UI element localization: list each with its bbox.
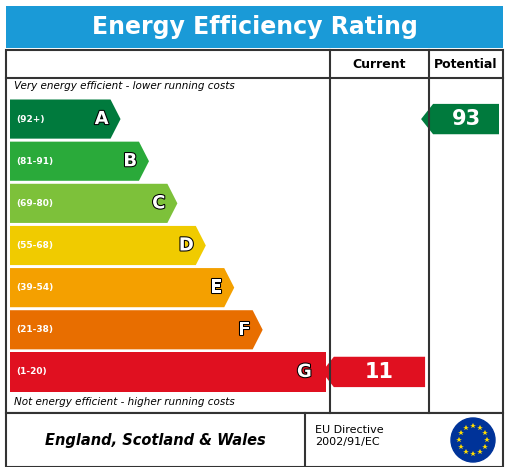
Text: (21-38): (21-38) (16, 325, 53, 334)
Polygon shape (421, 104, 499, 134)
Polygon shape (10, 353, 326, 391)
Circle shape (451, 418, 495, 462)
Polygon shape (10, 99, 121, 139)
Text: (92+): (92+) (16, 114, 44, 124)
Text: 93: 93 (451, 109, 480, 129)
Text: (55-68): (55-68) (16, 241, 53, 250)
Polygon shape (10, 310, 263, 349)
Text: (81-91): (81-91) (16, 157, 53, 166)
Text: Not energy efficient - higher running costs: Not energy efficient - higher running co… (14, 397, 235, 407)
Text: F: F (238, 321, 250, 339)
Bar (6, 50, 503, 413)
Text: E: E (210, 279, 222, 297)
Text: (69-80): (69-80) (16, 199, 53, 208)
Text: EU Directive
2002/91/EC: EU Directive 2002/91/EC (316, 425, 384, 447)
Text: D: D (179, 236, 194, 255)
Text: Energy Efficiency Rating: Energy Efficiency Rating (92, 15, 417, 39)
Text: Very energy efficient - lower running costs: Very energy efficient - lower running co… (14, 81, 235, 91)
Text: England, Scotland & Wales: England, Scotland & Wales (45, 432, 266, 447)
Text: B: B (123, 152, 137, 170)
Polygon shape (10, 184, 178, 223)
Text: Potential: Potential (434, 57, 498, 71)
Text: (39-54): (39-54) (16, 283, 53, 292)
Text: Current: Current (353, 57, 406, 71)
Text: C: C (152, 194, 165, 212)
Bar (6, 6, 503, 48)
Text: 11: 11 (365, 362, 394, 382)
Polygon shape (10, 226, 206, 265)
Polygon shape (10, 142, 149, 181)
Polygon shape (322, 357, 425, 387)
Polygon shape (10, 268, 234, 307)
Text: G: G (297, 363, 312, 381)
Text: (1-20): (1-20) (16, 368, 47, 376)
Bar (6, 413, 503, 467)
Text: A: A (95, 110, 108, 128)
